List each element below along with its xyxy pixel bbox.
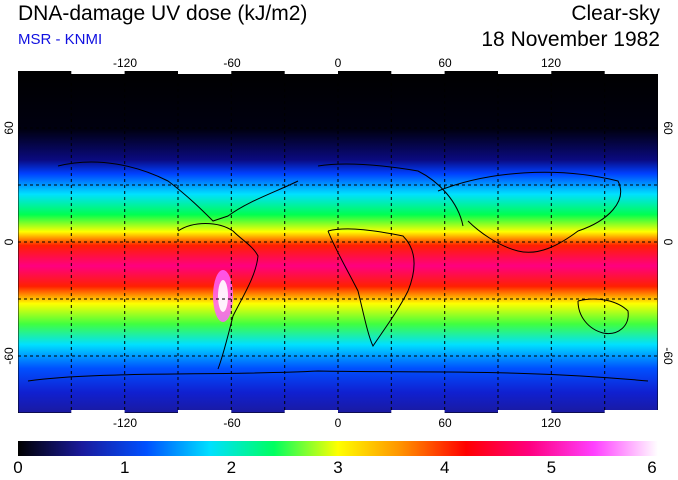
lon-tick-bottom-4: 60 — [438, 416, 452, 430]
frame-ticks — [71, 71, 658, 413]
lat-tick-right-3: -60 — [661, 347, 675, 365]
coastlines — [27, 161, 649, 382]
sky-condition-label: Clear-sky — [571, 2, 660, 25]
lon-tick-top-3: 0 — [334, 56, 342, 70]
colorbar — [18, 441, 658, 456]
lon-tick-bottom-2: -60 — [223, 416, 241, 430]
colorbar-tick-6: 6 — [647, 458, 657, 477]
date-label: 18 November 1982 — [481, 28, 660, 51]
lon-tick-bottom-3: 0 — [334, 416, 342, 430]
colorbar-tick-4: 4 — [439, 458, 450, 477]
colorbar-tick-1: 1 — [119, 458, 130, 477]
data-source-label: MSR - KNMI — [18, 31, 103, 48]
lat-tick-left-1: 60 — [2, 121, 16, 135]
lon-tick-top-2: -60 — [223, 56, 241, 70]
andes-peak — [218, 280, 228, 312]
lon-tick-top-1: -120 — [112, 56, 138, 70]
lon-tick-top-4: 60 — [438, 56, 452, 70]
colorbar-tick-0: 0 — [13, 458, 23, 477]
uv-dose-map — [18, 71, 658, 413]
lon-tick-bottom-1: -120 — [112, 416, 138, 430]
lat-tick-right-1: 60 — [661, 121, 675, 135]
lat-tick-left-2: 0 — [2, 238, 16, 246]
lon-tick-top-5: 120 — [540, 56, 562, 70]
lon-tick-bottom-5: 120 — [540, 416, 562, 430]
colorbar-tick-3: 3 — [333, 458, 343, 477]
lat-tick-right-2: 0 — [661, 238, 675, 246]
colorbar-tick-5: 5 — [546, 458, 557, 477]
graticule — [18, 71, 658, 413]
colorbar-tick-2: 2 — [226, 458, 237, 477]
lat-tick-left-3: -60 — [2, 347, 16, 365]
map-title: DNA-damage UV dose (kJ/m2) — [18, 2, 308, 25]
